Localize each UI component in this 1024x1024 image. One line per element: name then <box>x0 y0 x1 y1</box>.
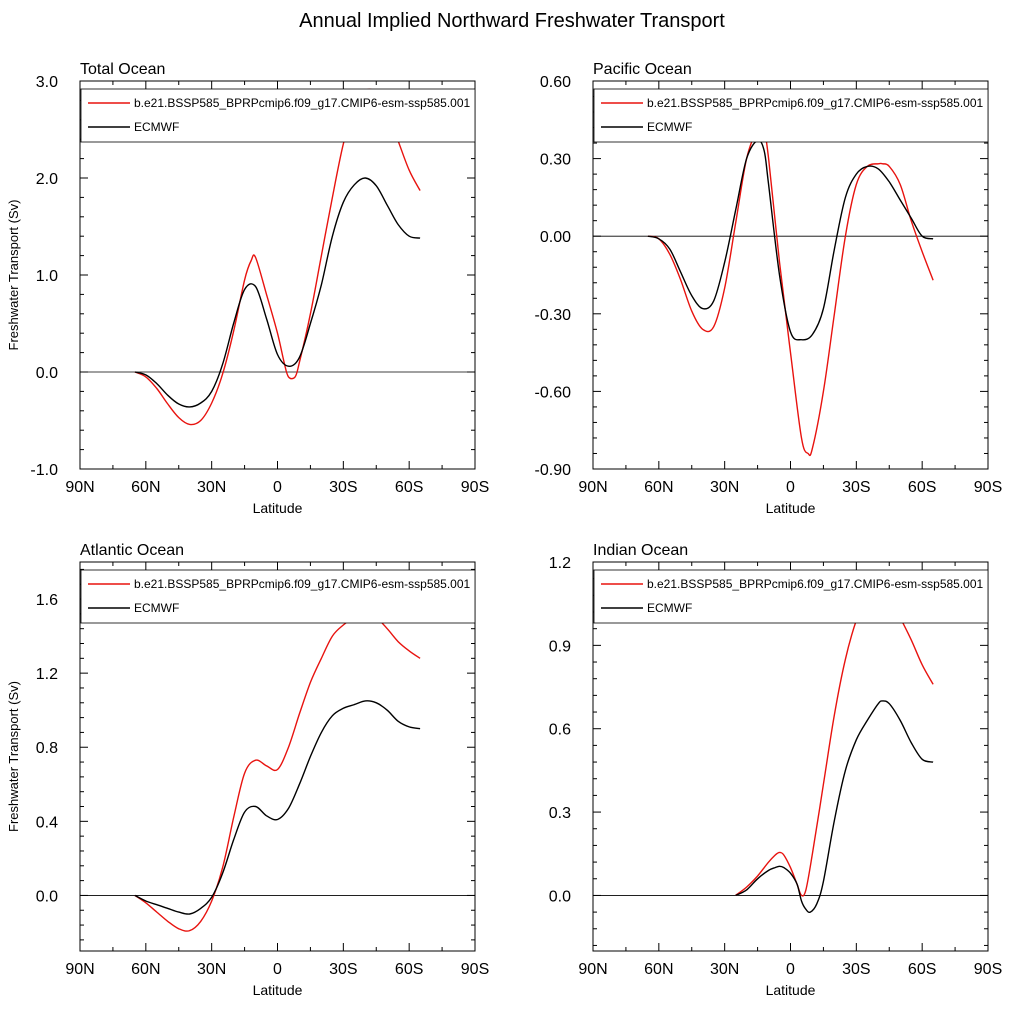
panel-title: Total Ocean <box>80 61 165 78</box>
legend: b.e21.BSSP585_BPRPcmip6.f09_g17.CMIP6-es… <box>80 569 476 624</box>
panel-pacific: Pacific Ocean 90N 60N 30N 0 30S 60S 90S Latitude… <box>535 61 1003 516</box>
x-tick-label: 30S <box>329 479 357 496</box>
legend-label: b.e21.BSSP585_BPRPcmip6.f09_g17.CMIP6-es… <box>134 96 471 110</box>
series-line-ecmwf <box>735 700 934 914</box>
x-tick-label: 30S <box>842 479 870 496</box>
x-tick-label: 90N <box>65 961 94 978</box>
y-tick-label: 0.8 <box>36 740 58 757</box>
y-tick-label: 1.6 <box>36 592 58 609</box>
panel-total: Total Ocean 90N 60N 30N 0 30S 60S 90S Latitude -1… <box>6 61 489 516</box>
legend: b.e21.BSSP585_BPRPcmip6.f09_g17.CMIP6-es… <box>80 88 476 143</box>
legend-label: ECMWF <box>134 601 179 615</box>
legend-box <box>80 569 476 624</box>
panel-indian: Indian Ocean 90N 60N 30N 0 30S 60S 90S Latitude 0… <box>549 542 1002 998</box>
x-tick-label: 0 <box>273 479 282 496</box>
x-tick-label: 90N <box>65 479 94 496</box>
x-tick-label: 30S <box>329 961 357 978</box>
y-tick-label: 0.60 <box>540 74 571 91</box>
figure-title: Annual Implied Northward Freshwater Tran… <box>299 10 725 32</box>
legend-label: b.e21.BSSP585_BPRPcmip6.f09_g17.CMIP6-es… <box>647 577 984 591</box>
panel-title: Pacific Ocean <box>593 61 692 78</box>
legend: b.e21.BSSP585_BPRPcmip6.f09_g17.CMIP6-es… <box>593 88 989 143</box>
y-tick-label: 0.0 <box>549 888 571 905</box>
y-tick-label: 1.2 <box>36 666 58 683</box>
x-tick-label: 90S <box>461 961 489 978</box>
legend-box <box>80 88 476 143</box>
y-tick-label: 0.0 <box>36 365 58 382</box>
panel-atlantic: Atlantic Ocean 90N 60N 30N 0 30S 60S 90S Latitud… <box>6 542 489 998</box>
x-tick-label: 60S <box>395 961 423 978</box>
series-line-ecmwf <box>134 700 421 915</box>
x-tick-label: 60S <box>908 479 936 496</box>
legend-label: ECMWF <box>134 120 179 134</box>
panel-title: Atlantic Ocean <box>80 542 184 559</box>
y-tick-label: 0.9 <box>549 638 571 655</box>
y-tick-label: 0.3 <box>549 805 571 822</box>
y-tick-label: 0.0 <box>36 888 58 905</box>
x-tick-label: 90S <box>974 479 1002 496</box>
x-tick-label: 30N <box>710 961 739 978</box>
y-axis-label: Freshwater Transport (Sv) <box>6 681 21 832</box>
y-tick-label: 1.2 <box>549 555 571 572</box>
x-tick-label: 60N <box>644 479 673 496</box>
y-tick-label: 1.0 <box>36 268 58 285</box>
series-line-ecmwf <box>134 177 421 408</box>
series-line-ecmwf <box>647 139 934 341</box>
x-tick-label: 0 <box>273 961 282 978</box>
y-tick-label: -0.90 <box>535 462 572 479</box>
x-tick-label: 90N <box>578 961 607 978</box>
panel-title: Indian Ocean <box>593 542 688 559</box>
x-tick-label: 90S <box>974 961 1002 978</box>
x-tick-label: 60N <box>131 961 160 978</box>
x-axis-label: Latitude <box>253 982 303 998</box>
y-tick-label: 2.0 <box>36 171 58 188</box>
x-tick-label: 60N <box>644 961 673 978</box>
x-tick-label: 0 <box>786 961 795 978</box>
x-tick-label: 90N <box>578 479 607 496</box>
series-line-model <box>647 127 934 457</box>
x-tick-label: 30S <box>842 961 870 978</box>
x-tick-label: 30N <box>197 961 226 978</box>
x-tick-label: 90S <box>461 479 489 496</box>
legend-label: ECMWF <box>647 120 692 134</box>
x-tick-label: 30N <box>710 479 739 496</box>
legend-label: ECMWF <box>647 601 692 615</box>
legend-label: b.e21.BSSP585_BPRPcmip6.f09_g17.CMIP6-es… <box>134 577 471 591</box>
y-tick-label: -0.60 <box>535 384 572 401</box>
y-tick-label: -0.30 <box>535 307 572 324</box>
y-tick-label: 0.00 <box>540 229 571 246</box>
legend-box <box>593 88 989 143</box>
y-tick-label: 0.30 <box>540 152 571 169</box>
legend-label: b.e21.BSSP585_BPRPcmip6.f09_g17.CMIP6-es… <box>647 96 984 110</box>
y-axis-label: Freshwater Transport (Sv) <box>6 200 21 351</box>
y-tick-label: 0.6 <box>549 722 571 739</box>
y-tick-label: 0.4 <box>36 814 58 831</box>
x-tick-label: 30N <box>197 479 226 496</box>
y-tick-label: -1.0 <box>30 462 58 479</box>
x-tick-label: 0 <box>786 479 795 496</box>
x-axis-label: Latitude <box>253 500 303 516</box>
legend: b.e21.BSSP585_BPRPcmip6.f09_g17.CMIP6-es… <box>593 569 989 624</box>
legend-box <box>593 569 989 624</box>
y-tick-label: 3.0 <box>36 74 58 91</box>
x-axis-label: Latitude <box>766 500 816 516</box>
x-tick-label: 60S <box>908 961 936 978</box>
x-tick-label: 60N <box>131 479 160 496</box>
x-axis-label: Latitude <box>766 982 816 998</box>
x-tick-label: 60S <box>395 479 423 496</box>
